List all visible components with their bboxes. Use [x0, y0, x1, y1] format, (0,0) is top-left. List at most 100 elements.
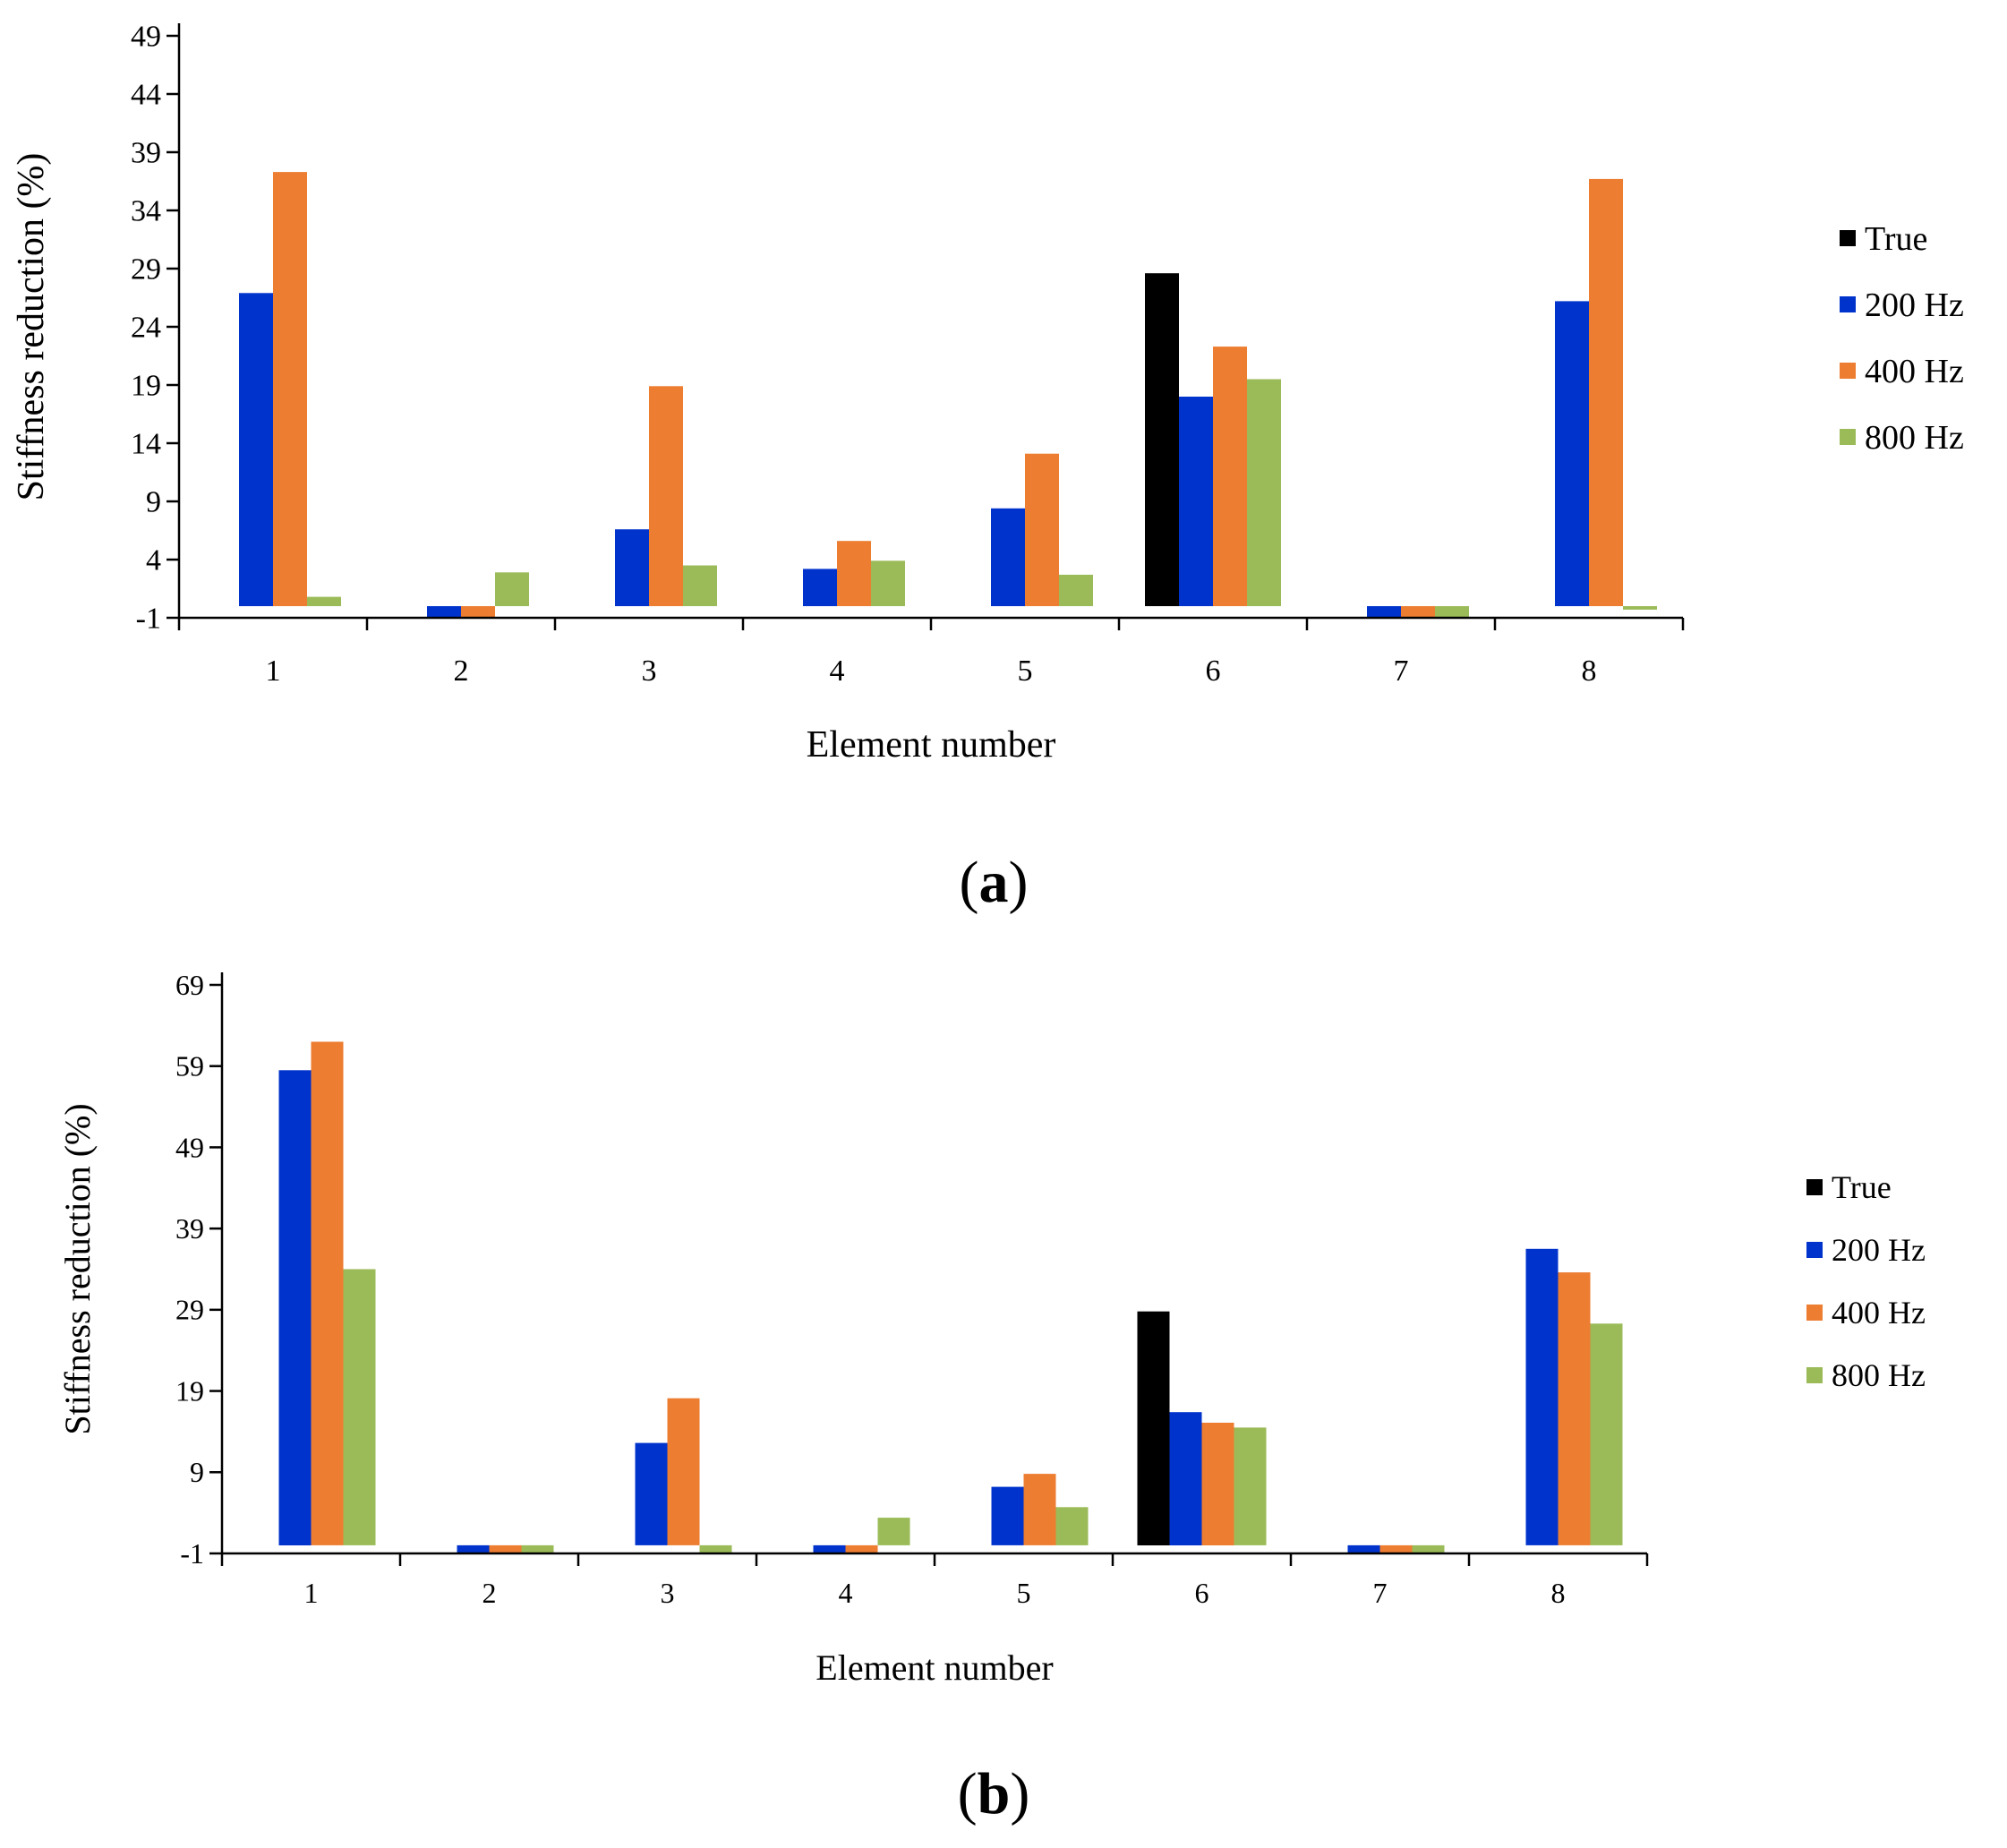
chart2-x-tick-label-6: 6 [1195, 1577, 1209, 1609]
chart1-bar-200hz-5 [991, 508, 1025, 606]
chart2-bar-200hz-2 [457, 1544, 490, 1553]
chart2-bar-200hz-8 [1525, 1248, 1559, 1545]
chart2-bar-400hz-2 [489, 1544, 522, 1553]
chart1-y-tick-label-29: 29 [131, 253, 161, 287]
chart2-bar-800hz-1 [343, 1269, 376, 1545]
chart2-bar-800hz-7 [1412, 1544, 1445, 1553]
chart1-x-tick-label-4: 4 [830, 654, 845, 688]
chart2-legend-label-800hz: 800 Hz [1832, 1357, 1926, 1393]
chart2-bar-200hz-7 [1347, 1544, 1380, 1553]
chart1-y-tick-label-4: 4 [146, 544, 161, 578]
chart2-bar-400hz-7 [1379, 1544, 1413, 1553]
chart1-legend-swatch-true [1840, 230, 1856, 246]
chart2-legend-swatch-400hz [1806, 1305, 1823, 1321]
chart2-x-tick-label-7: 7 [1373, 1577, 1388, 1609]
chart1-y-tick-label-24: 24 [131, 312, 161, 345]
chart1-x-tick-label-7: 7 [1394, 654, 1409, 688]
chart1-x-tick-label-6: 6 [1206, 654, 1221, 688]
chart2-x-tick-label-5: 5 [1017, 1577, 1031, 1609]
chart1-bar-800hz-7 [1435, 606, 1469, 618]
chart2-y-tick-label-19: 19 [175, 1374, 204, 1407]
chart1-legend-swatch-800hz [1840, 429, 1856, 445]
chart2-legend-label-200hz: 200 Hz [1832, 1232, 1926, 1268]
chart1-x-tick-label-3: 3 [642, 654, 657, 688]
chart2-bar-400hz-1 [311, 1041, 344, 1545]
chart1-x-tick-label-2: 2 [454, 654, 469, 688]
chart1-bar-800hz-8 [1623, 606, 1657, 610]
chart2-bar-800hz-3 [699, 1544, 732, 1553]
chart1-legend-label-true: True [1865, 220, 1927, 258]
chart2-y-axis-title: Stiffness reduction (%) [57, 1103, 98, 1434]
chart2-legend-label-400hz: 400 Hz [1832, 1295, 1926, 1330]
panel-label-a-close: ) [1008, 850, 1029, 915]
chart2-y-tick-label-9: 9 [190, 1456, 204, 1488]
chart1-bar-400hz-7 [1401, 606, 1435, 618]
chart1-y-tick-label--1: -1 [136, 603, 161, 636]
chart2-bar-200hz-6 [1169, 1412, 1202, 1545]
chart1-bar-true-6 [1145, 273, 1179, 606]
chart1-y-tick-label-19: 19 [131, 370, 161, 403]
chart1-y-tick-label-39: 39 [131, 137, 161, 170]
chart2-legend-swatch-200hz [1806, 1242, 1823, 1258]
chart1-bar-800hz-6 [1247, 379, 1281, 606]
chart1-x-tick-label-1: 1 [266, 654, 281, 688]
chart1-bar-800hz-2 [495, 572, 529, 606]
chart1-legend-swatch-200hz [1840, 296, 1856, 312]
chart2-bar-200hz-1 [278, 1070, 312, 1545]
chart1-y-tick-label-44: 44 [131, 79, 161, 112]
chart1-bar-200hz-3 [615, 529, 649, 606]
chart2-bar-400hz-5 [1023, 1474, 1056, 1545]
chart2-bar-800hz-6 [1234, 1427, 1267, 1545]
panel-label-b: (b) [904, 1760, 1083, 1828]
chart2-x-tick-label-1: 1 [304, 1577, 319, 1609]
chart2-legend-swatch-true [1806, 1179, 1823, 1195]
chart2-y-tick-label-49: 49 [175, 1131, 204, 1163]
panel-label-a: (a) [904, 849, 1083, 917]
chart1-legend-label-200hz: 200 Hz [1865, 287, 1964, 324]
chart2-y-tick-label-39: 39 [175, 1212, 204, 1245]
chart2-bar-800hz-8 [1590, 1323, 1623, 1545]
chart1-y-tick-label-49: 49 [131, 21, 161, 54]
chart2-legend-swatch-800hz [1806, 1367, 1823, 1383]
panel-label-b-letter: b [977, 1761, 1011, 1827]
chart1-bar-800hz-3 [683, 565, 717, 606]
chart2-bar-400hz-3 [667, 1398, 700, 1545]
chart1-bar-200hz-2 [427, 606, 461, 618]
chart2-legend-label-true: True [1832, 1169, 1892, 1205]
chart1-bar-400hz-3 [649, 386, 683, 606]
chart1-legend-label-800hz: 800 Hz [1865, 419, 1964, 457]
chart2-bar-800hz-4 [877, 1518, 910, 1545]
chart1-bar-400hz-6 [1213, 346, 1247, 606]
panel-label-a-open: ( [959, 850, 979, 915]
chart1-y-axis-title: Stiffness reduction (%) [11, 153, 52, 501]
chart1-bar-800hz-1 [307, 596, 341, 606]
chart1-bar-200hz-8 [1555, 301, 1589, 606]
chart2-x-tick-label-4: 4 [839, 1577, 853, 1609]
chart1-bar-400hz-4 [837, 541, 871, 606]
chart2-bar-200hz-4 [813, 1544, 846, 1553]
chart1-y-tick-label-14: 14 [131, 428, 161, 461]
chart1-y-tick-label-9: 9 [146, 486, 161, 519]
chart2-bar-200hz-5 [991, 1486, 1024, 1545]
chart2-x-tick-label-2: 2 [483, 1577, 497, 1609]
chart1-x-tick-label-8: 8 [1582, 654, 1597, 688]
chart2-y-tick-label-29: 29 [175, 1294, 204, 1326]
chart1-bar-200hz-1 [239, 293, 273, 606]
chart1-bar-800hz-4 [871, 560, 905, 606]
chart2-x-axis-title: Element number [816, 1647, 1053, 1688]
chart1-bar-800hz-5 [1059, 574, 1093, 606]
chart1-bar-400hz-1 [273, 172, 307, 606]
chart2-bar-true-6 [1137, 1311, 1170, 1545]
chart1-bar-400hz-8 [1589, 178, 1623, 606]
chart2-y-tick-label-69: 69 [175, 969, 204, 1001]
chart1-bar-200hz-7 [1367, 606, 1401, 618]
chart1-x-axis-title: Element number [807, 724, 1056, 766]
chart1-x-tick-label-5: 5 [1018, 654, 1033, 688]
chart2-bar-200hz-3 [635, 1442, 668, 1545]
chart1-legend-swatch-400hz [1840, 363, 1856, 379]
chart1-bar-200hz-6 [1179, 397, 1213, 606]
chart1-y-tick-label-34: 34 [131, 195, 161, 228]
chart2-y-tick-label-59: 59 [175, 1050, 204, 1082]
chart2-x-tick-label-8: 8 [1551, 1577, 1566, 1609]
